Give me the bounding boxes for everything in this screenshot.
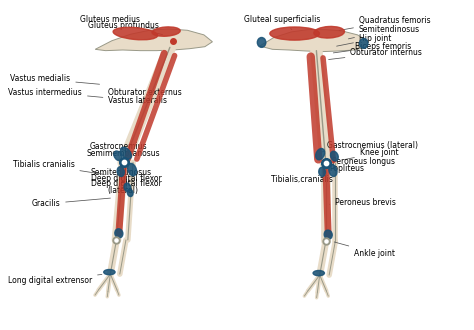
Text: Peroneus longus: Peroneus longus (327, 156, 395, 166)
Text: Quadratus femoris: Quadratus femoris (339, 16, 430, 30)
Text: Ankle joint: Ankle joint (334, 242, 395, 258)
Ellipse shape (359, 39, 368, 48)
Text: Gracilis: Gracilis (31, 198, 110, 208)
Ellipse shape (124, 183, 131, 192)
Text: Deep digital flexor: Deep digital flexor (91, 174, 162, 183)
Ellipse shape (324, 230, 332, 239)
Polygon shape (95, 29, 212, 50)
Ellipse shape (128, 189, 133, 197)
Ellipse shape (114, 151, 122, 161)
Ellipse shape (330, 151, 338, 161)
Ellipse shape (117, 167, 124, 177)
Text: Vastus medialis: Vastus medialis (10, 74, 100, 84)
Ellipse shape (115, 229, 123, 238)
Text: Obturator internus: Obturator internus (328, 48, 422, 59)
Text: Semitendinosus: Semitendinosus (91, 168, 152, 177)
Text: Vastus lateralis: Vastus lateralis (109, 96, 167, 105)
Text: (lateral): (lateral) (107, 186, 138, 195)
Text: Hip joint: Hip joint (337, 34, 392, 46)
Ellipse shape (329, 165, 337, 177)
Ellipse shape (113, 27, 158, 40)
Ellipse shape (152, 27, 180, 36)
Text: Long digital extrensor: Long digital extrensor (8, 275, 102, 285)
Ellipse shape (319, 167, 325, 177)
Text: Biceps femoris: Biceps femoris (333, 42, 411, 53)
Ellipse shape (316, 148, 325, 160)
Text: Semimembranosus: Semimembranosus (87, 149, 160, 158)
Text: Deep digital flexor: Deep digital flexor (91, 179, 162, 189)
Text: Obturator externus: Obturator externus (108, 88, 181, 97)
Text: Tibialis cranialis: Tibialis cranialis (12, 160, 104, 175)
Ellipse shape (257, 38, 266, 48)
Text: Gluteus profundus: Gluteus profundus (88, 21, 163, 35)
Ellipse shape (314, 26, 345, 38)
Text: Gastrocnemius: Gastrocnemius (90, 143, 147, 152)
Text: Popliteus: Popliteus (324, 164, 365, 173)
Text: Knee joint: Knee joint (345, 148, 399, 159)
Ellipse shape (270, 27, 319, 40)
Ellipse shape (104, 270, 115, 275)
Ellipse shape (128, 163, 137, 176)
Text: Peroneus brevis: Peroneus brevis (329, 198, 396, 207)
Polygon shape (260, 30, 368, 51)
Text: Gluteal superficialis: Gluteal superficialis (244, 15, 320, 30)
Ellipse shape (313, 271, 324, 276)
Text: Semitendinosus: Semitendinosus (348, 25, 420, 39)
Text: Vastus intermedius: Vastus intermedius (8, 87, 103, 97)
Text: Tibialis cranialis: Tibialis cranialis (271, 175, 333, 184)
Text: Gluteus medius: Gluteus medius (80, 15, 155, 29)
Ellipse shape (120, 147, 131, 159)
Text: Gastrocnemius (lateral): Gastrocnemius (lateral) (322, 142, 418, 152)
